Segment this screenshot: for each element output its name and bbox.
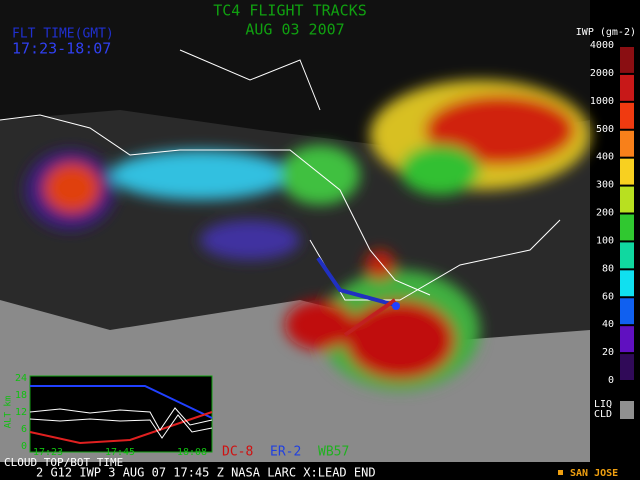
inset-y-tick: 12 — [15, 407, 27, 418]
date: AUG 03 2007 — [245, 21, 344, 39]
inset-y-tick: 18 — [15, 390, 27, 401]
inset-y-tick: 0 — [21, 441, 27, 452]
inset-x-label: CLOUD TOP/BOT TIME — [4, 456, 123, 469]
colorbar-swatch — [620, 326, 634, 353]
colorbar-label: 20 — [602, 347, 614, 358]
colorbar-label: 1000 — [590, 96, 614, 107]
colorbar-label: 400 — [596, 152, 614, 163]
colorbar-swatch — [620, 102, 634, 129]
title: TC4 FLIGHT TRACKS — [213, 2, 367, 20]
colorbar-swatch — [620, 298, 634, 325]
colorbar-swatch — [620, 270, 634, 297]
inset — [29, 375, 213, 453]
colorbar-swatch — [620, 214, 634, 241]
inset-x-tick: 17:23 — [33, 447, 63, 458]
colorbar-swatch — [620, 74, 634, 101]
colorbar-label: 100 — [596, 235, 614, 246]
colorbar-title: IWP (gm-2) — [576, 27, 636, 38]
liq-label: LIQ — [594, 399, 612, 410]
colorbar-label: 80 — [602, 263, 614, 274]
inset-y-tick: 24 — [15, 373, 27, 384]
satellite-image — [0, 0, 590, 462]
colorbar-label: 40 — [602, 319, 614, 330]
colorbar-swatch — [620, 47, 634, 73]
colorbar-label: 2000 — [590, 68, 614, 79]
colorbar-swatch — [620, 242, 634, 269]
colorbar-swatch — [620, 186, 634, 213]
colorbar-swatch — [620, 354, 634, 380]
inset-x-tick: 17:45 — [105, 447, 135, 458]
colorbar-label: 300 — [596, 180, 614, 191]
colorbar-swatch — [620, 158, 634, 185]
legend-entry: WB57 — [318, 445, 349, 460]
colorbar-label: 4000 — [590, 40, 614, 51]
colorbar-label: 0 — [608, 375, 614, 386]
legend-entry: ER-2 — [270, 445, 301, 460]
footer-info: 2 G12 IWP 3 AUG 07 17:45 Z NASA LARC X:L… — [36, 466, 376, 480]
colorbar-swatch — [620, 130, 634, 157]
inset-y-label: ALT km — [4, 396, 14, 429]
colorbar-label: 500 — [596, 124, 614, 135]
inset-x-tick: 18:08 — [177, 447, 207, 458]
flight-time-label: FLT TIME(GMT) — [12, 27, 114, 42]
location: SAN JOSE — [570, 468, 618, 479]
cloud-swatch — [620, 401, 634, 419]
cld-label: CLD — [594, 409, 612, 420]
colorbar-label: 200 — [596, 208, 614, 219]
location-marker — [558, 470, 563, 475]
flight-time: 17:23-18:07 — [12, 40, 111, 58]
inset-y-tick: 6 — [21, 424, 27, 435]
legend-entry: DC-8 — [222, 445, 253, 460]
colorbar-label: 60 — [602, 291, 614, 302]
